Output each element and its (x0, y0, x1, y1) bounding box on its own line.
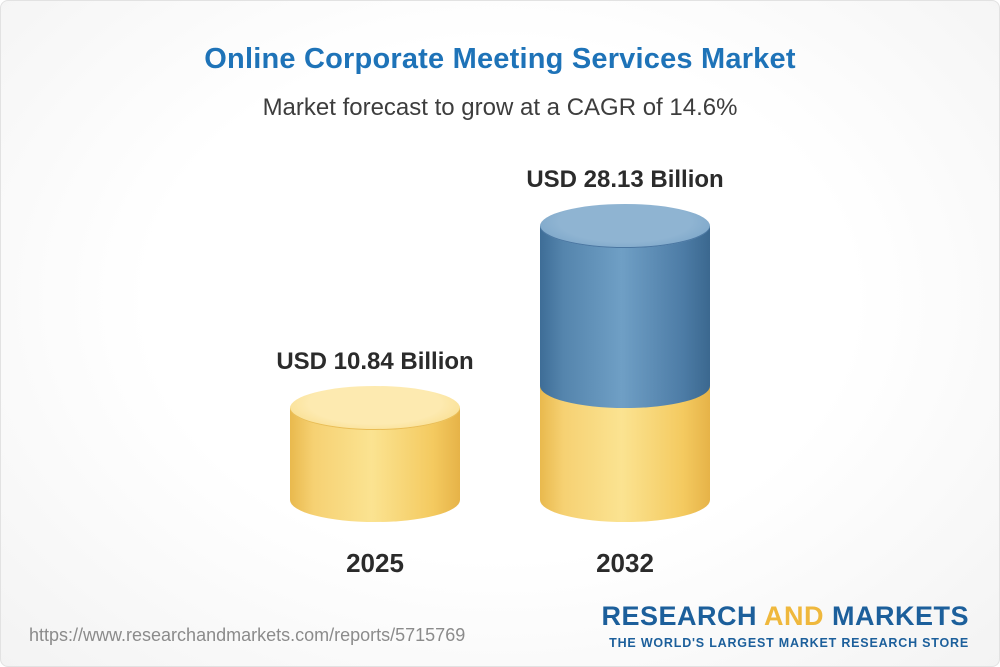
logo-tagline: THE WORLD'S LARGEST MARKET RESEARCH STOR… (609, 636, 969, 650)
page-subtitle: Market forecast to grow at a CAGR of 14.… (262, 94, 738, 121)
bar-2025-cylinder (290, 386, 460, 522)
bar-group-2025: USD 10.84 Billion 2025 (276, 348, 473, 579)
page-title: Online Corporate Meeting Services Market (204, 43, 796, 75)
year-label-2025: 2025 (346, 548, 404, 578)
bar-group-2032: USD 28.13 Billion 2032 (526, 166, 723, 579)
report-url[interactable]: https://www.researchandmarkets.com/repor… (29, 625, 466, 645)
bar-2032-growth-segment (540, 226, 710, 408)
logo-word-and: AND (764, 601, 824, 631)
value-label-2032: USD 28.13 Billion (526, 166, 724, 193)
year-label-2032: 2032 (596, 548, 654, 578)
bar-2032-base-segment (540, 386, 710, 522)
bar-chart: USD 10.84 Billion 2025 USD 28.13 Billion… (1, 149, 999, 579)
research-and-markets-logo: RESEARCH AND MARKETS THE WORLD'S LARGEST… (601, 601, 969, 650)
logo-word-markets: MARKETS (824, 601, 969, 631)
chart-header: Online Corporate Meeting Services Market… (1, 1, 999, 122)
bar-2025-cylinder-top (290, 386, 460, 430)
logo-wordmark: RESEARCH AND MARKETS (601, 601, 969, 632)
bar-2032-cylinder-top (540, 204, 710, 248)
value-label-2025: USD 10.84 Billion (276, 348, 474, 375)
logo-word-research: RESEARCH (601, 601, 764, 631)
bar-2032-cylinder (540, 204, 710, 522)
